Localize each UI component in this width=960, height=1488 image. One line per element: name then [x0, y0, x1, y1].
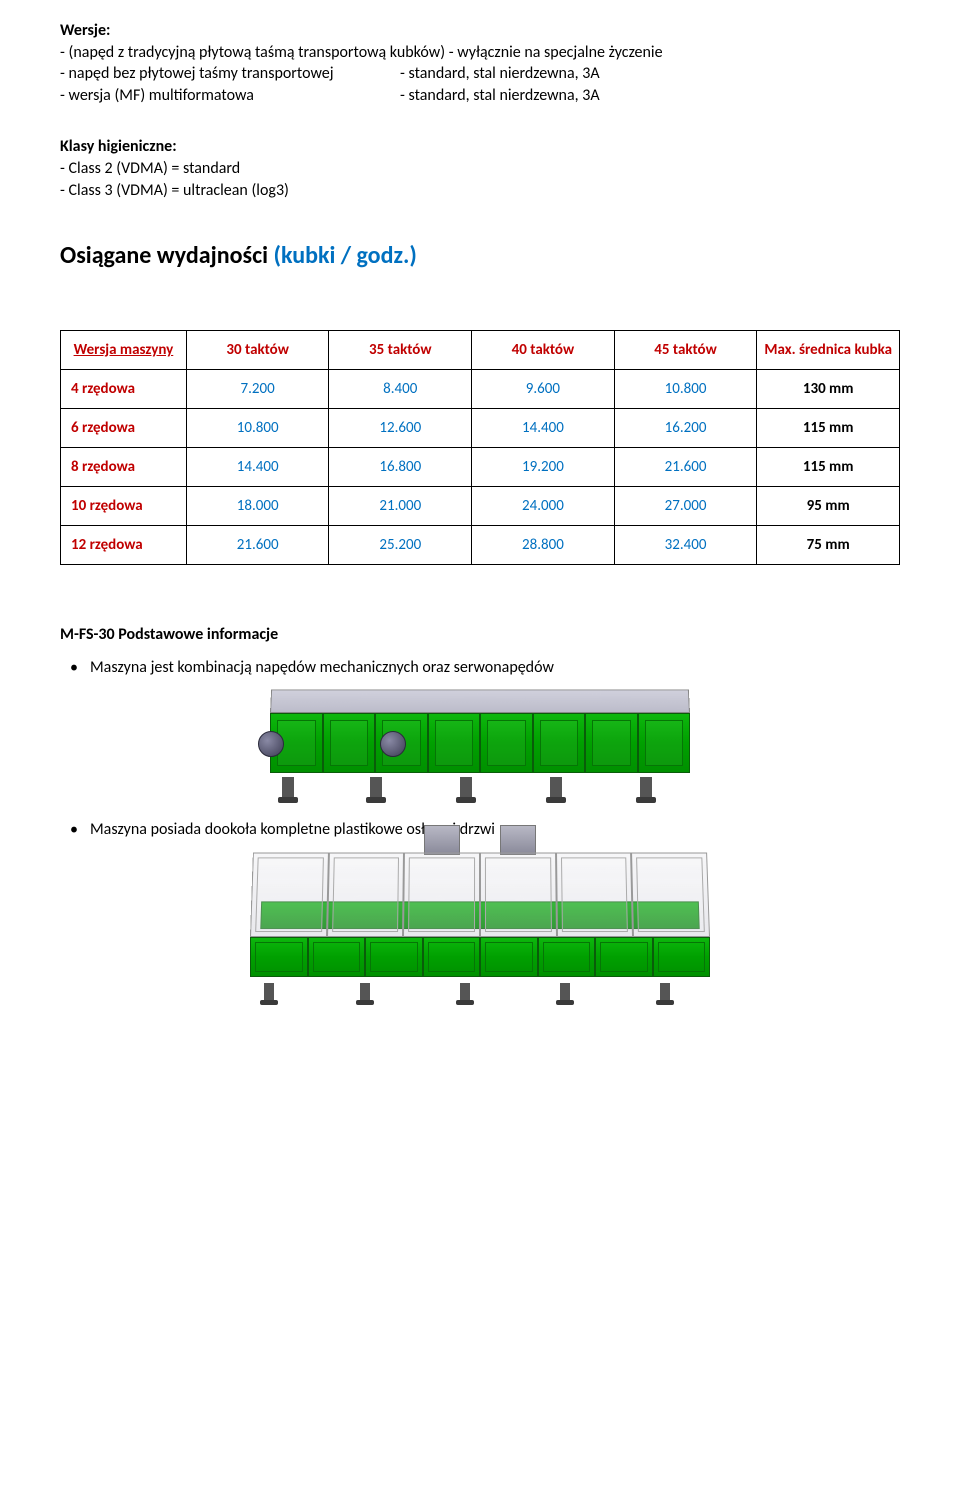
cell: 7.200 [186, 370, 329, 409]
throughput-table: Wersja maszyny 30 taktów 35 taktów 40 ta… [60, 330, 900, 565]
cell: 16.200 [614, 409, 757, 448]
row-label: 10 rzędowa [61, 487, 187, 526]
table-row: 12 rzędowa 21.600 25.200 28.800 32.400 7… [61, 526, 900, 565]
row-label: 4 rzędowa [61, 370, 187, 409]
cell: 19.200 [472, 448, 615, 487]
col-version: Wersja maszyny [61, 331, 187, 370]
cell: 14.400 [472, 409, 615, 448]
cell: 24.000 [472, 487, 615, 526]
versions-line-1: - (napęd z tradycyjną płytową taśmą tran… [60, 42, 900, 64]
cell: 21.600 [614, 448, 757, 487]
versions-row-1-right: - standard, stal nierdzewna, 3A [400, 63, 900, 85]
col-35: 35 taktów [329, 331, 472, 370]
cell-maxdiam: 75 mm [757, 526, 900, 565]
versions-row-1-left: - napęd bez płytowej taśmy transportowej [60, 63, 400, 85]
machine-frame-drives-icon [270, 689, 690, 799]
table-header-row: Wersja maszyny 30 taktów 35 taktów 40 ta… [61, 331, 900, 370]
machine-illustration-2 [60, 851, 900, 1006]
section-hygiene-classes: Klasy higieniczne: - Class 2 (VDMA) = st… [60, 136, 900, 201]
cell: 28.800 [472, 526, 615, 565]
basic-info-heading: M-FS-30 Podstawowe informacje [60, 625, 900, 644]
bullet-1: Maszyna jest kombinacją napędów mechanic… [90, 658, 900, 677]
cell: 27.000 [614, 487, 757, 526]
machine-illustration-1 [60, 689, 900, 804]
hygiene-line-2: - Class 3 (VDMA) = ultraclean (log3) [60, 180, 900, 202]
versions-heading: Wersje: [60, 20, 900, 42]
col-40: 40 taktów [472, 331, 615, 370]
cell: 21.000 [329, 487, 472, 526]
versions-row-2-left: - wersja (MF) multiformatowa [60, 85, 400, 107]
table-row: 8 rzędowa 14.400 16.800 19.200 21.600 11… [61, 448, 900, 487]
table-row: 6 rzędowa 10.800 12.600 14.400 16.200 11… [61, 409, 900, 448]
col-maxdiam: Max. średnica kubka [757, 331, 900, 370]
cell-maxdiam: 130 mm [757, 370, 900, 409]
cell: 16.800 [329, 448, 472, 487]
cell: 18.000 [186, 487, 329, 526]
cell: 10.800 [614, 370, 757, 409]
cell: 21.600 [186, 526, 329, 565]
hygiene-line-1: - Class 2 (VDMA) = standard [60, 158, 900, 180]
row-label: 12 rzędowa [61, 526, 187, 565]
hygiene-heading: Klasy higieniczne: [60, 136, 900, 158]
throughput-heading-black: Osiągane wydajności [60, 241, 273, 270]
cell: 8.400 [329, 370, 472, 409]
cell: 32.400 [614, 526, 757, 565]
throughput-heading: Osiągane wydajności (kubki / godz.) [60, 241, 900, 270]
throughput-heading-blue: (kubki / godz.) [273, 241, 416, 270]
cell: 10.800 [186, 409, 329, 448]
cell: 9.600 [472, 370, 615, 409]
cell-maxdiam: 115 mm [757, 448, 900, 487]
section-versions: Wersje: - (napęd z tradycyjną płytową ta… [60, 20, 900, 106]
cell: 12.600 [329, 409, 472, 448]
cell: 14.400 [186, 448, 329, 487]
row-label: 6 rzędowa [61, 409, 187, 448]
cell-maxdiam: 115 mm [757, 409, 900, 448]
versions-row-2-right: - standard, stal nierdzewna, 3A [400, 85, 900, 107]
machine-with-guards-icon [250, 851, 710, 1001]
row-label: 8 rzędowa [61, 448, 187, 487]
col-45: 45 taktów [614, 331, 757, 370]
cell: 25.200 [329, 526, 472, 565]
versions-row-1: - napęd bez płytowej taśmy transportowej… [60, 63, 900, 85]
basic-info-list: Maszyna jest kombinacją napędów mechanic… [60, 658, 900, 677]
cell-maxdiam: 95 mm [757, 487, 900, 526]
versions-row-2: - wersja (MF) multiformatowa - standard,… [60, 85, 900, 107]
col-30: 30 taktów [186, 331, 329, 370]
table-row: 4 rzędowa 7.200 8.400 9.600 10.800 130 m… [61, 370, 900, 409]
table-row: 10 rzędowa 18.000 21.000 24.000 27.000 9… [61, 487, 900, 526]
